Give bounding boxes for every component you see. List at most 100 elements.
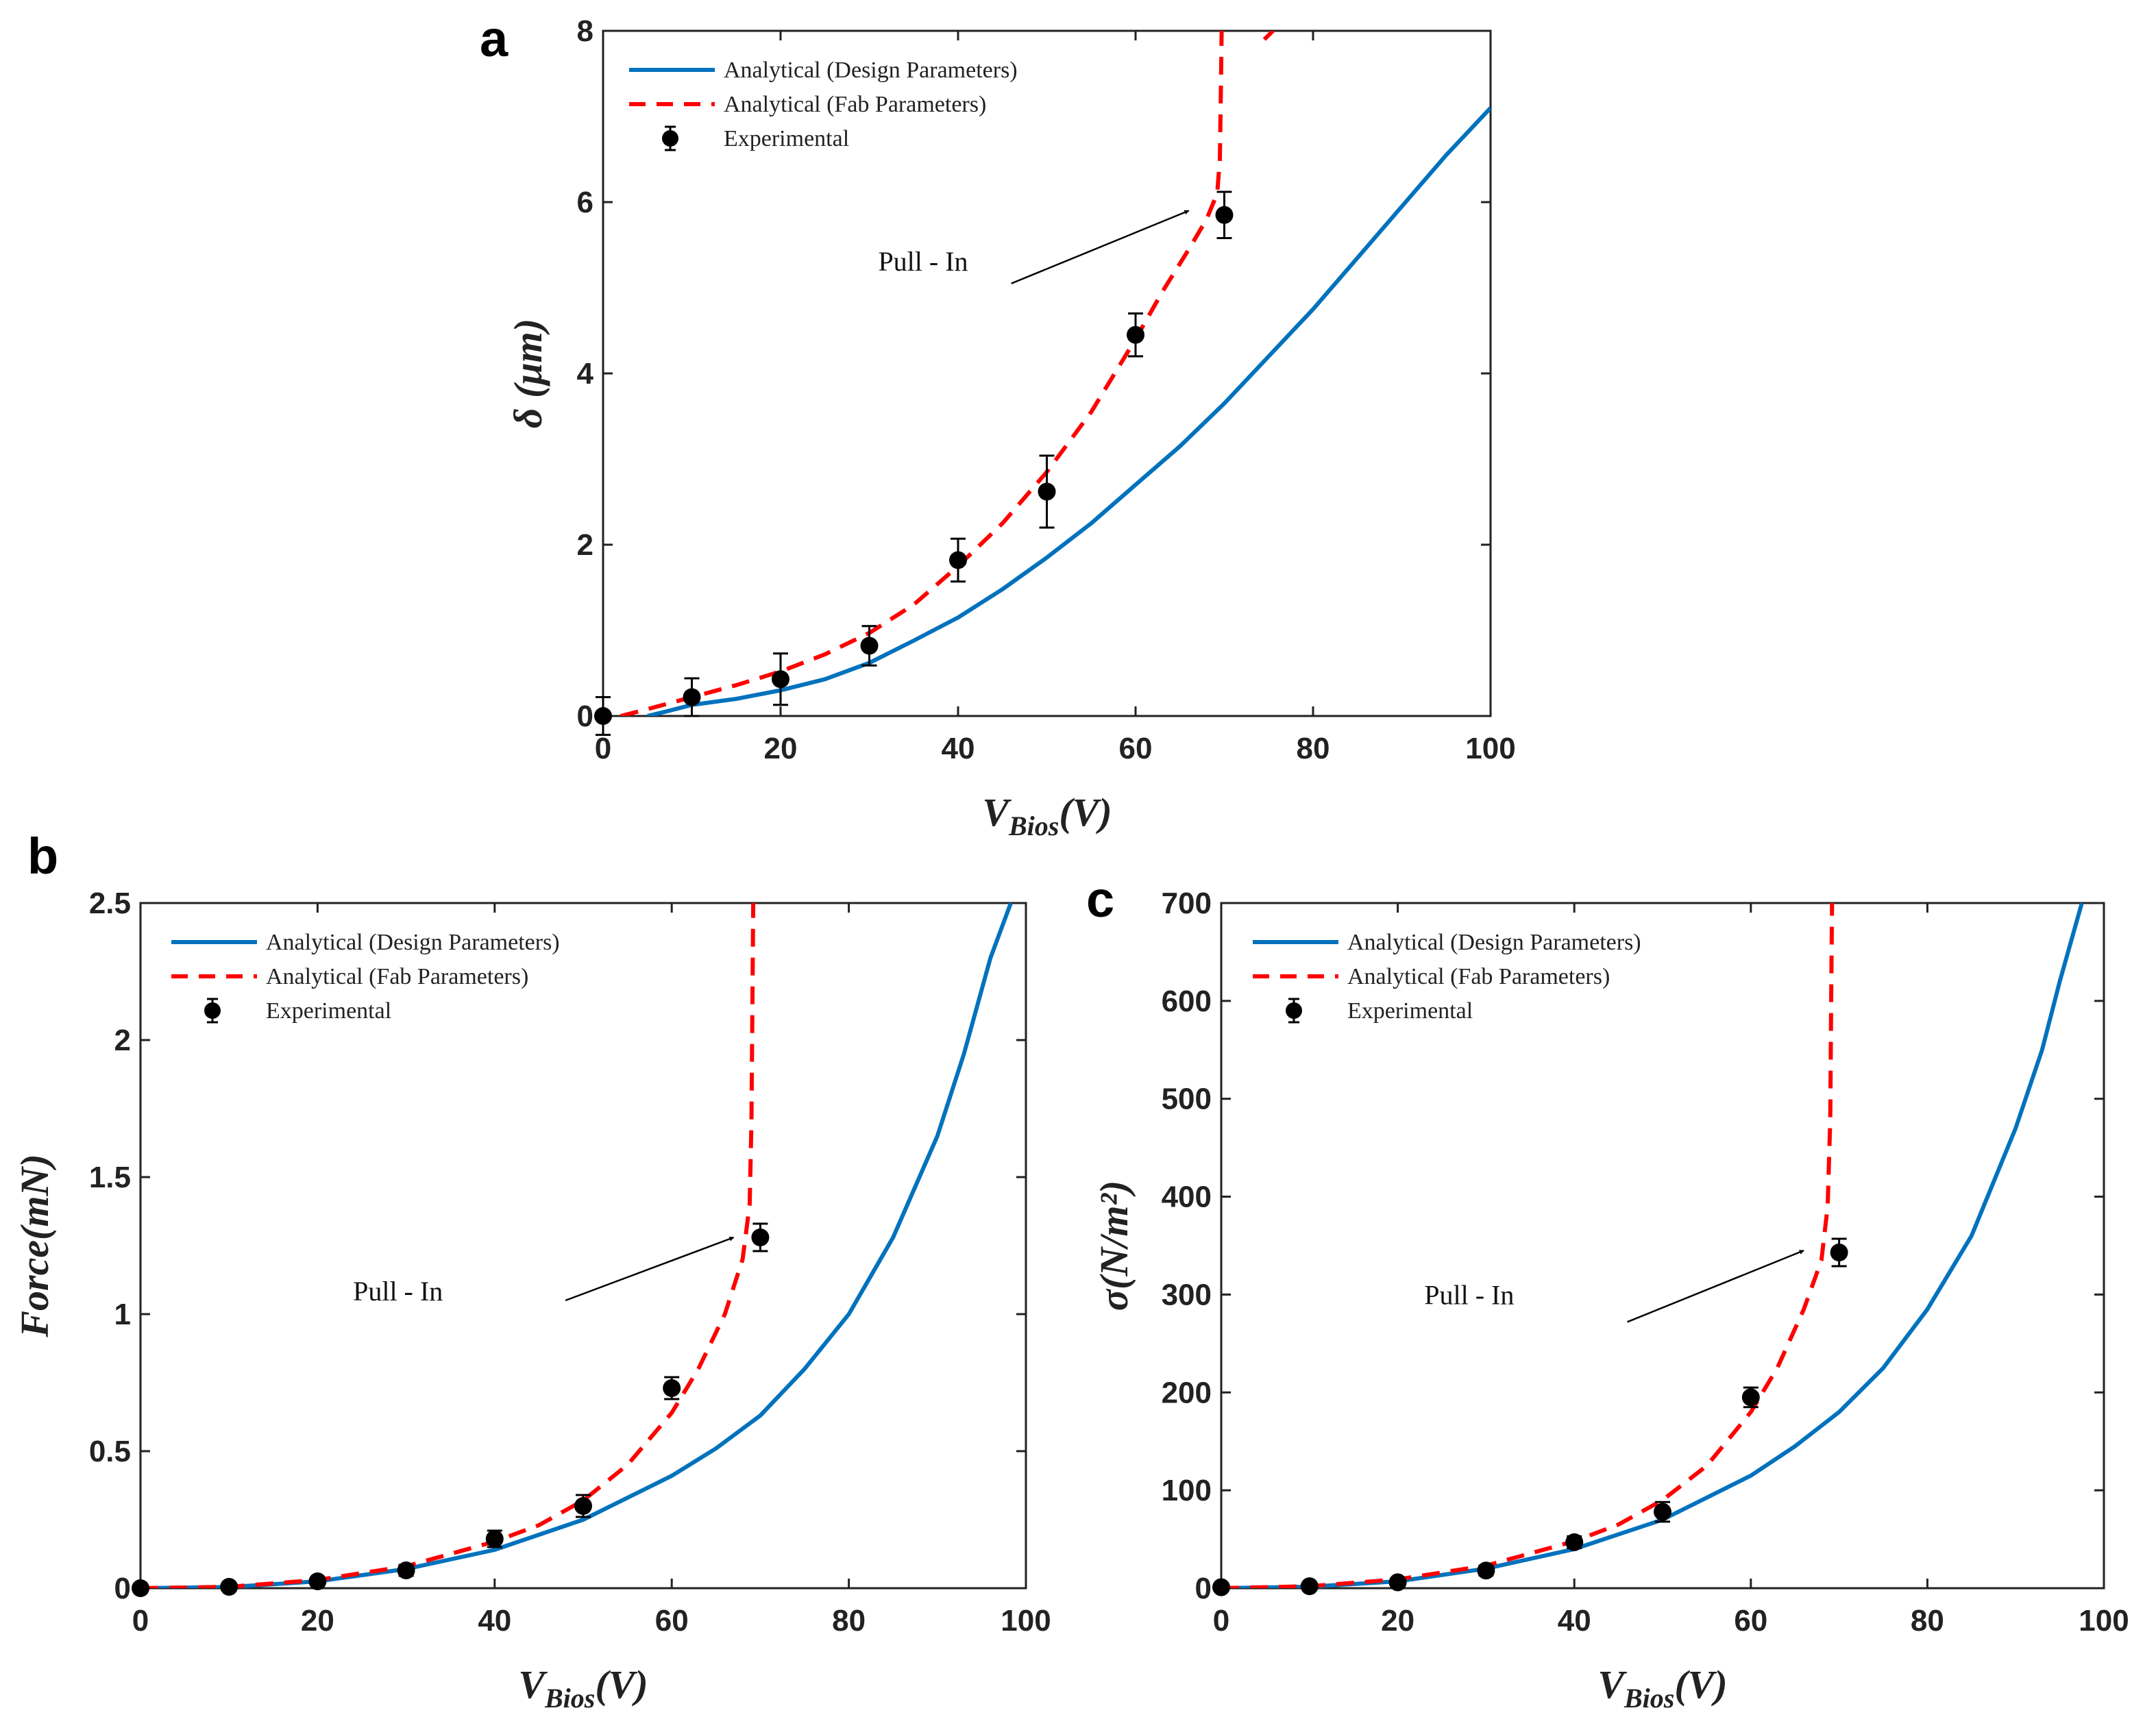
annotation-pull-in: Pull - In xyxy=(1424,1280,1514,1311)
x-axis-label-a: VBios(V) xyxy=(982,790,1112,841)
x-tick-label-a: 0 xyxy=(595,732,611,765)
data-point-experimental xyxy=(860,637,879,655)
data-point-experimental xyxy=(1127,325,1144,344)
x-tick-label-b: 60 xyxy=(655,1604,689,1638)
annotation-arrow xyxy=(1627,1249,1804,1323)
series-line-fab xyxy=(620,31,1224,716)
data-point-experimental xyxy=(1654,1503,1671,1521)
data-point-experimental xyxy=(1215,206,1234,224)
x-tick-label-c: 80 xyxy=(1911,1604,1944,1638)
y-tick-label-c: 500 xyxy=(1162,1083,1212,1116)
annotation-arrow xyxy=(565,1236,735,1302)
x-tick-label-a: 100 xyxy=(1465,732,1515,765)
data-point-experimental xyxy=(574,1497,592,1515)
data-point-experimental xyxy=(1477,1561,1495,1580)
y-tick-label-b: 0 xyxy=(114,1572,131,1605)
x-axis-label-b: VBios(V) xyxy=(518,1662,648,1714)
x-tick-label-a: 80 xyxy=(1297,732,1330,765)
data-point-experimental xyxy=(220,1578,238,1596)
y-tick-label-c: 100 xyxy=(1162,1474,1212,1507)
legend-entry: Analytical (Design Parameters) xyxy=(266,930,560,955)
y-tick-label-c: 0 xyxy=(1195,1572,1212,1605)
legend-entry: Analytical (Fab Parameters) xyxy=(1347,964,1610,989)
legend-entry: Analytical (Design Parameters) xyxy=(724,58,1018,83)
series-line-fab xyxy=(1221,903,1835,1588)
x-tick-label-b: 100 xyxy=(1001,1604,1051,1638)
y-tick-label-c: 400 xyxy=(1162,1181,1212,1214)
y-tick-label-a: 2 xyxy=(577,528,593,562)
series-line-design xyxy=(140,903,1013,1588)
y-tick-label-b: 2.5 xyxy=(89,887,131,920)
y-tick-label-c: 200 xyxy=(1162,1376,1212,1409)
data-point-experimental xyxy=(1830,1244,1848,1261)
y-axis-label-a: δ (μm) xyxy=(506,319,550,428)
annotation-pull-in: Pull - In xyxy=(353,1276,443,1307)
series-line-fab xyxy=(140,903,756,1588)
data-point-experimental xyxy=(1565,1533,1584,1551)
y-tick-label-a: 6 xyxy=(577,186,593,219)
data-point-experimental xyxy=(949,551,967,569)
x-axis-label-c: VBios(V) xyxy=(1597,1662,1727,1714)
y-tick-label-a: 4 xyxy=(577,357,594,391)
panel-letter-b: b xyxy=(27,828,58,885)
x-tick-label-b: 80 xyxy=(832,1604,866,1638)
series-line-fab xyxy=(1262,31,1275,41)
x-tick-label-c: 0 xyxy=(1213,1604,1229,1638)
panel-b-chart: 0 20 40 60 80 100 0 0.5 1 1.5 2 2.5 Pull - In Analyti… xyxy=(12,828,1051,1714)
y-tick-label-b: 0.5 xyxy=(89,1435,131,1468)
series-line-design xyxy=(647,106,1491,716)
data-point-experimental xyxy=(397,1561,415,1579)
legend-entry: Experimental xyxy=(724,126,849,151)
legend-entry: Analytical (Fab Parameters) xyxy=(266,964,528,989)
plot-area-b xyxy=(140,903,1013,1588)
legend-entry: Analytical (Fab Parameters) xyxy=(724,92,986,117)
y-axis-label-c: σ(N/m²) xyxy=(1092,1181,1136,1311)
legend-marker xyxy=(662,130,678,147)
y-tick-label-a: 0 xyxy=(577,700,593,733)
data-point-experimental xyxy=(308,1572,327,1590)
data-point-experimental xyxy=(751,1228,770,1246)
plot-area-c xyxy=(1221,903,2084,1588)
panel-c-chart: 0 20 40 60 80 100 0 100 200 300 400 500 600 700 Pull -… xyxy=(1086,871,2129,1714)
legend-entry: Analytical (Design Parameters) xyxy=(1347,930,1641,955)
data-point-experimental xyxy=(132,1579,149,1597)
data-point-experimental xyxy=(683,688,701,706)
x-tick-label-c: 100 xyxy=(2079,1604,2129,1638)
y-tick-label-c: 600 xyxy=(1162,985,1212,1018)
y-axis-label-b: Force(mN) xyxy=(12,1154,57,1337)
x-tick-label-a: 20 xyxy=(764,732,798,765)
panel-letter-c: c xyxy=(1086,871,1114,928)
legend-entry: Experimental xyxy=(266,998,391,1024)
y-tick-label-b: 1 xyxy=(114,1298,131,1331)
x-tick-label-c: 60 xyxy=(1734,1604,1767,1638)
y-tick-label-b: 1.5 xyxy=(89,1161,131,1194)
data-point-experimental xyxy=(1212,1578,1230,1596)
x-tick-label-a: 40 xyxy=(942,732,975,765)
data-point-experimental xyxy=(1300,1577,1319,1596)
data-point-experimental xyxy=(485,1530,504,1548)
data-point-experimental xyxy=(663,1379,681,1397)
panel-a-chart: 0 20 40 60 80 100 0 2 4 6 8 Pull - In Analytical (De… xyxy=(480,10,1516,841)
data-point-experimental xyxy=(1741,1388,1760,1407)
x-tick-label-b: 20 xyxy=(301,1604,334,1638)
x-tick-label-c: 20 xyxy=(1381,1604,1414,1638)
y-tick-label-c: 300 xyxy=(1162,1278,1212,1311)
x-tick-label-b: 40 xyxy=(478,1604,511,1638)
data-point-experimental xyxy=(1388,1573,1407,1592)
data-point-experimental xyxy=(772,670,789,689)
x-tick-label-c: 40 xyxy=(1558,1604,1591,1638)
plot-area-a xyxy=(620,31,1491,716)
series-line-design xyxy=(1221,903,2084,1588)
legend-marker xyxy=(1286,1002,1302,1019)
x-tick-label-a: 60 xyxy=(1119,732,1153,765)
plot-frame-c xyxy=(1220,902,2105,1590)
panel-letter-a: a xyxy=(480,10,509,67)
y-tick-label-a: 8 xyxy=(577,14,593,48)
x-tick-label-b: 0 xyxy=(132,1604,149,1638)
data-point-experimental xyxy=(1038,482,1056,501)
legend-entry: Experimental xyxy=(1347,998,1473,1024)
annotation-pull-in: Pull - In xyxy=(878,246,968,277)
y-tick-label-c: 700 xyxy=(1162,887,1212,920)
legend-marker xyxy=(204,1002,221,1019)
